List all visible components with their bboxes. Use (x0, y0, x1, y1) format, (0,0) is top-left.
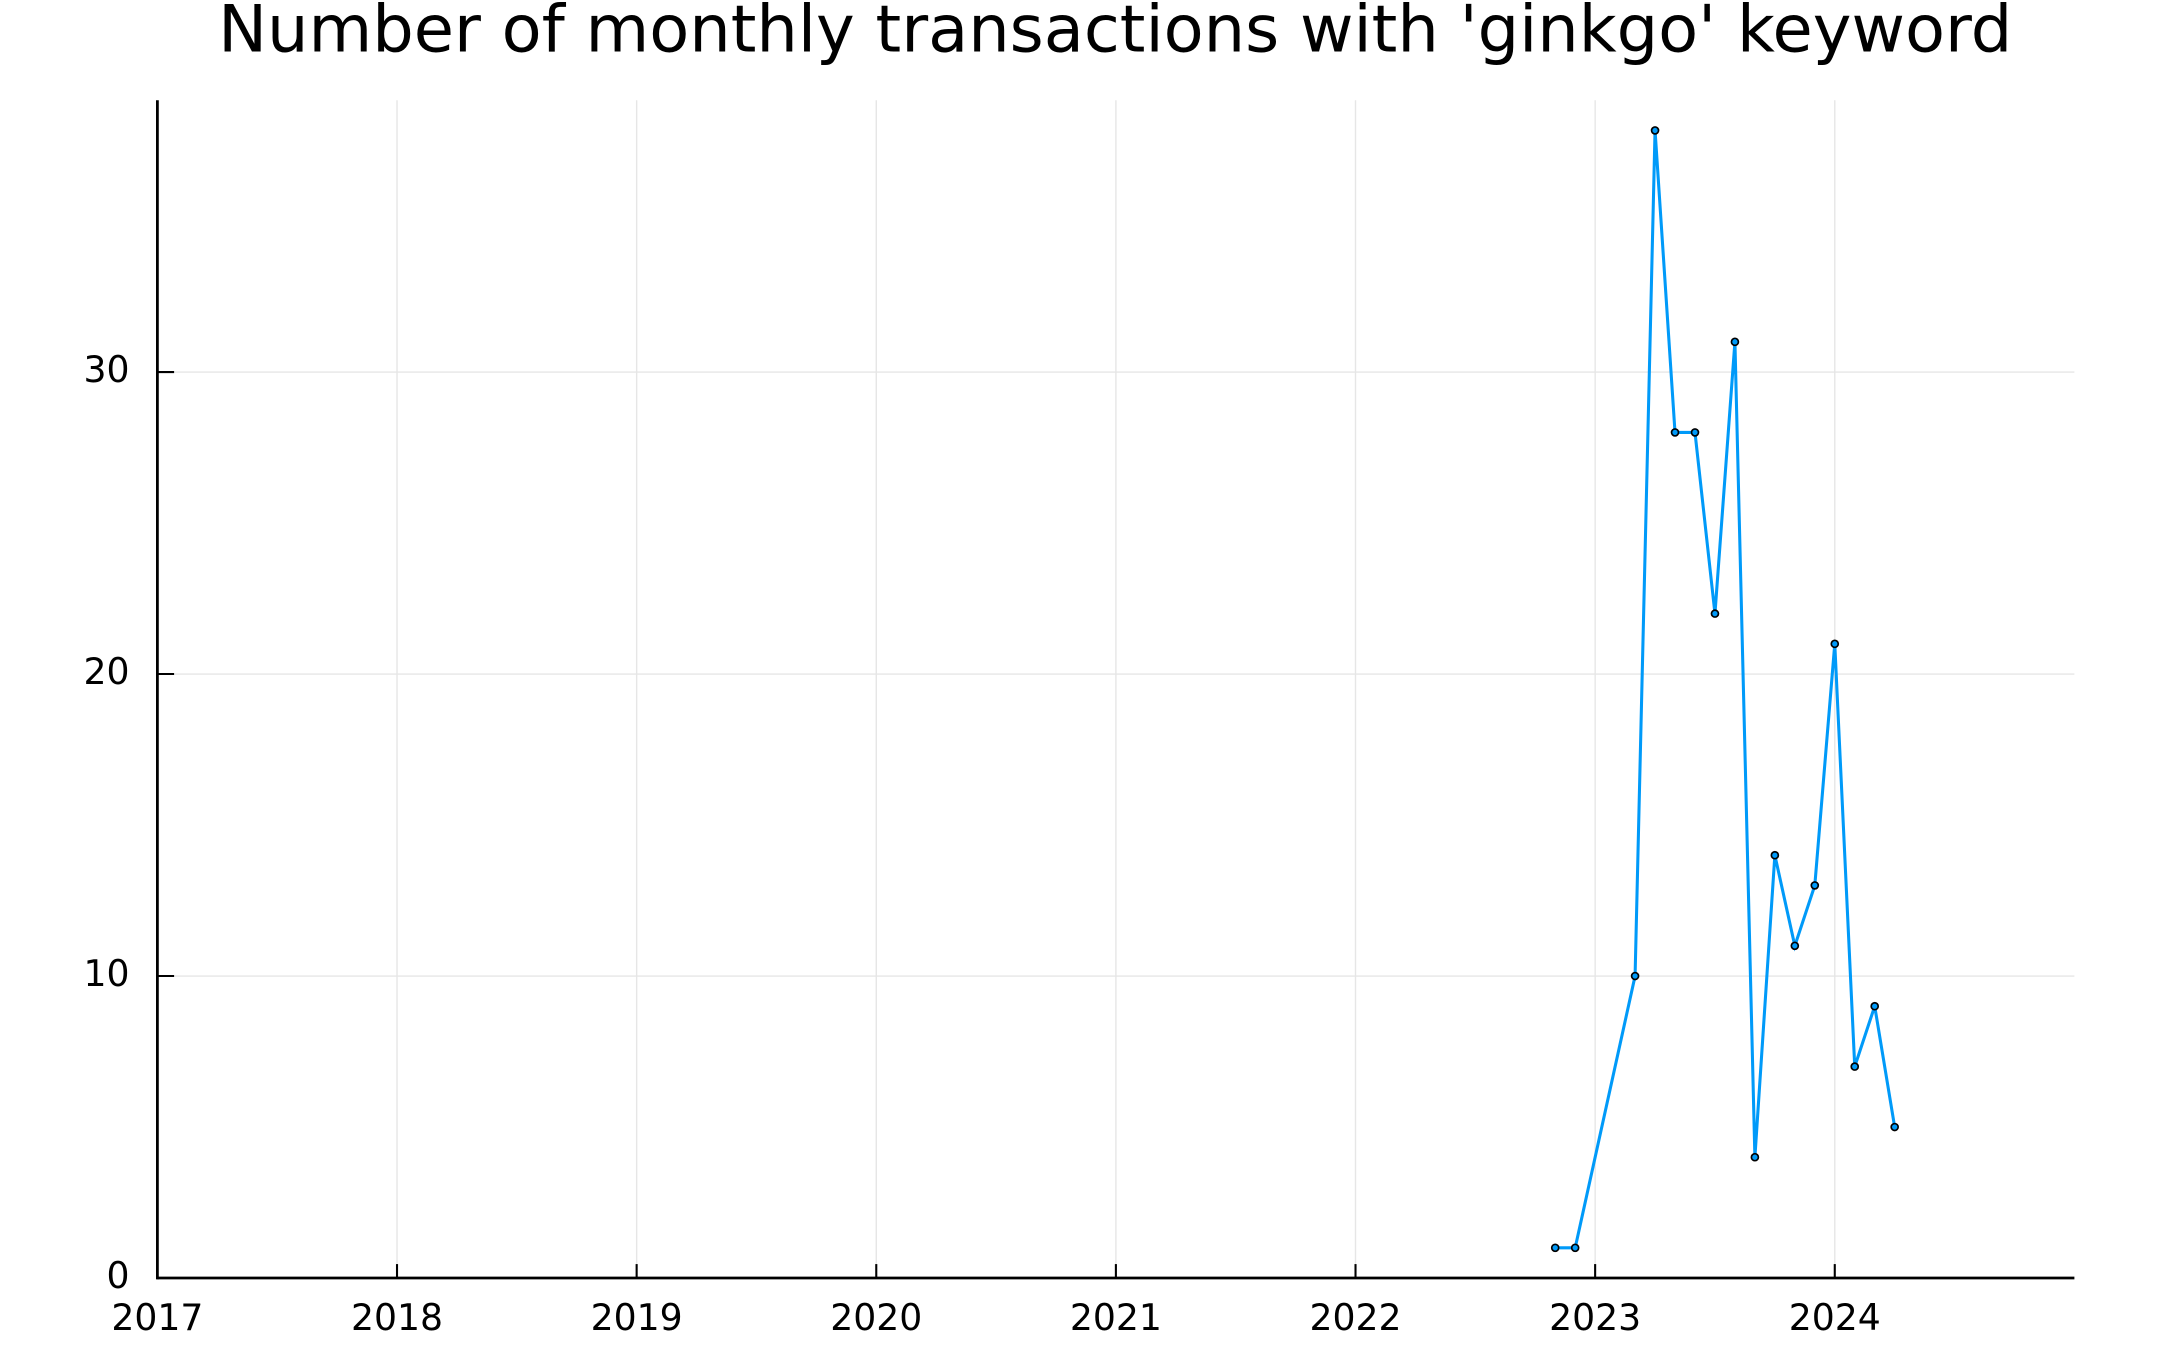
chart-title: Number of monthly transactions with 'gin… (218, 0, 2012, 67)
x-tick-label: 2024 (1789, 1296, 1881, 1339)
point (1730, 337, 1740, 347)
point (1790, 941, 1800, 951)
point (1850, 1062, 1860, 1071)
point (1670, 428, 1680, 437)
x-tick-label: 2021 (1070, 1296, 1162, 1339)
x-tick-label: 2017 (111, 1296, 203, 1339)
point (1870, 1001, 1880, 1011)
point (1810, 881, 1820, 890)
point (1890, 1122, 1899, 1132)
x-tick-label: 2023 (1549, 1296, 1641, 1339)
point (1650, 126, 1660, 135)
point (1750, 1152, 1760, 1162)
y-tick-label: 0 (107, 1254, 130, 1297)
point (1550, 1243, 1560, 1253)
x-tick-label: 2020 (830, 1296, 922, 1339)
point (1830, 639, 1840, 649)
y-tick-label: 10 (83, 952, 129, 995)
point (1690, 428, 1700, 437)
point (1570, 1243, 1580, 1253)
point (1770, 850, 1780, 860)
x-tick-label: 2022 (1309, 1296, 1401, 1339)
point (1710, 609, 1720, 618)
x-tick-label: 2019 (591, 1296, 683, 1339)
y-tick-label: 30 (83, 348, 129, 391)
y-tick-label: 20 (83, 650, 129, 693)
x-tick-label: 2018 (351, 1296, 443, 1339)
series-line (1555, 130, 1897, 1250)
point (1630, 971, 1640, 981)
